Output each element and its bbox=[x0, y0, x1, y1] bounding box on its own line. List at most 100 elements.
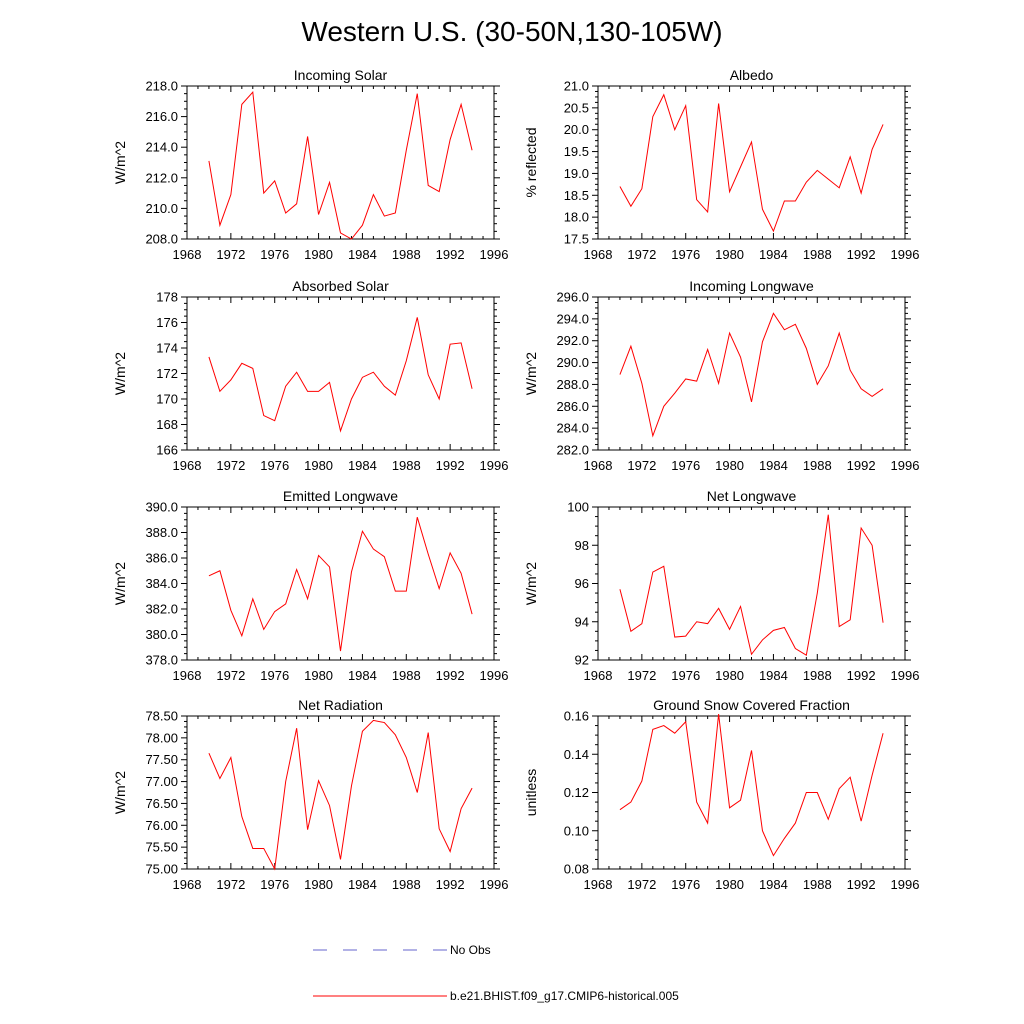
y-tick-label: 75.00 bbox=[145, 862, 178, 877]
x-tick-label: 1976 bbox=[671, 458, 700, 473]
y-tick-label: 386.0 bbox=[145, 551, 178, 566]
series-line bbox=[619, 312, 884, 438]
x-tick-label: 1976 bbox=[671, 668, 700, 683]
y-tick-label: 98 bbox=[575, 538, 589, 553]
x-tick-label: 1976 bbox=[260, 247, 289, 262]
y-axis-label: W/m^2 bbox=[112, 141, 128, 184]
x-tick-label: 1968 bbox=[584, 247, 613, 262]
x-tick-label: 1980 bbox=[304, 458, 333, 473]
y-tick-label: 18.0 bbox=[564, 210, 589, 225]
y-tick-label: 168 bbox=[156, 417, 178, 432]
series-line bbox=[208, 517, 473, 652]
x-tick-label: 1988 bbox=[803, 877, 832, 892]
y-tick-label: 17.5 bbox=[564, 232, 589, 247]
x-tick-label: 1972 bbox=[216, 247, 245, 262]
x-tick-label: 1968 bbox=[584, 458, 613, 473]
x-tick-label: 1984 bbox=[759, 247, 788, 262]
panel-title: Ground Snow Covered Fraction bbox=[653, 697, 850, 713]
y-tick-label: 384.0 bbox=[145, 576, 178, 591]
y-tick-label: 208.0 bbox=[145, 232, 178, 247]
y-tick-label: 378.0 bbox=[145, 653, 178, 668]
x-tick-label: 1980 bbox=[304, 877, 333, 892]
x-tick-label: 1984 bbox=[759, 877, 788, 892]
x-tick-label: 1996 bbox=[480, 668, 509, 683]
plot-frame bbox=[597, 715, 906, 870]
x-tick-label: 1972 bbox=[627, 458, 656, 473]
y-tick-label: 19.5 bbox=[564, 144, 589, 159]
y-axis-label: W/m^2 bbox=[523, 352, 539, 395]
y-tick-label: 166 bbox=[156, 443, 178, 458]
x-tick-label: 1972 bbox=[627, 668, 656, 683]
y-tick-label: 292.0 bbox=[556, 333, 589, 348]
y-tick-label: 170 bbox=[156, 392, 178, 407]
y-tick-label: 76.50 bbox=[145, 796, 178, 811]
y-tick-label: 212.0 bbox=[145, 170, 178, 185]
y-tick-label: 286.0 bbox=[556, 399, 589, 414]
y-tick-label: 288.0 bbox=[556, 377, 589, 392]
y-tick-label: 218.0 bbox=[145, 79, 178, 94]
x-tick-label: 1968 bbox=[584, 668, 613, 683]
x-tick-label: 1976 bbox=[671, 877, 700, 892]
x-tick-label: 1992 bbox=[847, 247, 876, 262]
x-tick-label: 1972 bbox=[216, 458, 245, 473]
x-tick-label: 1984 bbox=[348, 458, 377, 473]
x-tick-label: 1984 bbox=[759, 668, 788, 683]
y-tick-label: 20.5 bbox=[564, 100, 589, 115]
plot-frame bbox=[597, 85, 906, 240]
y-tick-label: 77.00 bbox=[145, 774, 178, 789]
y-tick-label: 172 bbox=[156, 366, 178, 381]
y-tick-label: 94 bbox=[575, 614, 589, 629]
y-tick-label: 0.12 bbox=[564, 785, 589, 800]
y-tick-label: 19.0 bbox=[564, 166, 589, 181]
x-tick-label: 1996 bbox=[891, 668, 920, 683]
x-tick-label: 1968 bbox=[173, 247, 202, 262]
x-tick-label: 1996 bbox=[480, 458, 509, 473]
y-tick-label: 100 bbox=[567, 500, 589, 515]
legend-model-label: b.e21.BHIST.f09_g17.CMIP6-historical.005 bbox=[450, 989, 679, 1003]
x-tick-label: 1992 bbox=[847, 458, 876, 473]
x-tick-label: 1972 bbox=[627, 247, 656, 262]
panel-title: Absorbed Solar bbox=[292, 278, 389, 294]
x-tick-label: 1996 bbox=[891, 247, 920, 262]
x-tick-label: 1976 bbox=[260, 877, 289, 892]
y-axis-label: % reflected bbox=[523, 127, 539, 197]
x-tick-label: 1992 bbox=[436, 877, 465, 892]
panel-net-radiation: Net Radiation 1968 1972 1976 1980 1984 1988 199… bbox=[112, 697, 508, 892]
panel-albedo: Albedo 1968 1972 1976 1980 1984 1988 1992 1996 17… bbox=[523, 67, 919, 262]
y-tick-label: 216.0 bbox=[145, 109, 178, 124]
x-tick-label: 1968 bbox=[173, 668, 202, 683]
x-tick-label: 1988 bbox=[392, 247, 421, 262]
panel-net-longwave: Net Longwave 1968 1972 1976 1980 1984 1988 1992… bbox=[523, 488, 919, 683]
legend: No Obs b.e21.BHIST.f09_g17.CMIP6-histori… bbox=[313, 943, 679, 1003]
x-tick-label: 1976 bbox=[260, 668, 289, 683]
panel-title: Albedo bbox=[730, 67, 774, 83]
x-tick-label: 1988 bbox=[803, 247, 832, 262]
y-tick-label: 284.0 bbox=[556, 421, 589, 436]
x-tick-label: 1976 bbox=[260, 458, 289, 473]
x-tick-label: 1992 bbox=[847, 877, 876, 892]
x-tick-label: 1968 bbox=[173, 458, 202, 473]
plot-frame bbox=[186, 296, 495, 451]
y-tick-label: 21.0 bbox=[564, 79, 589, 94]
y-tick-label: 92 bbox=[575, 653, 589, 668]
x-tick-label: 1996 bbox=[891, 877, 920, 892]
x-tick-label: 1984 bbox=[348, 877, 377, 892]
x-tick-label: 1972 bbox=[627, 877, 656, 892]
y-tick-label: 76.00 bbox=[145, 818, 178, 833]
series-line bbox=[208, 90, 473, 240]
y-tick-label: 174 bbox=[156, 341, 178, 356]
y-tick-label: 296.0 bbox=[556, 290, 589, 305]
x-tick-label: 1980 bbox=[715, 458, 744, 473]
panel-incoming-longwave: Incoming Longwave 1968 1972 1976 1980 1984 198… bbox=[523, 278, 919, 473]
x-tick-label: 1988 bbox=[392, 458, 421, 473]
panel-ground-snow-covered-fraction: Ground Snow Covered Fraction 1968 1972 1976… bbox=[523, 697, 919, 892]
y-tick-label: 282.0 bbox=[556, 443, 589, 458]
y-tick-label: 96 bbox=[575, 576, 589, 591]
series-line bbox=[619, 514, 884, 657]
x-tick-label: 1980 bbox=[715, 668, 744, 683]
x-tick-label: 1968 bbox=[173, 877, 202, 892]
panel-incoming-solar: Incoming Solar 1968 1972 1976 1980 1984 1988 19… bbox=[112, 67, 508, 262]
series-line bbox=[619, 93, 884, 233]
x-tick-label: 1980 bbox=[715, 247, 744, 262]
